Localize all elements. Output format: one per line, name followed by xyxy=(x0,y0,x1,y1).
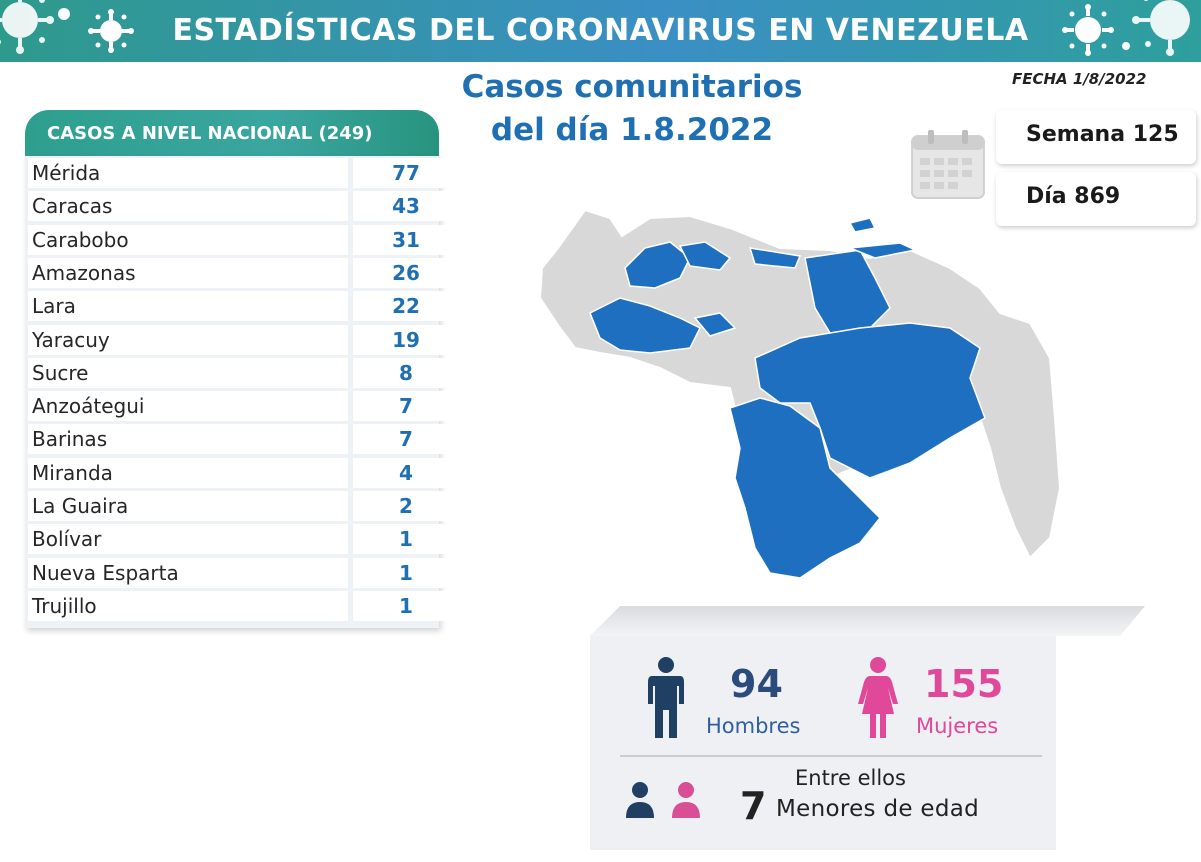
state-cases: 1 xyxy=(353,557,459,588)
men-label: Hombres xyxy=(706,714,801,738)
state-name: Amazonas xyxy=(28,257,348,288)
woman-icon xyxy=(858,657,898,738)
table-row: Nueva Esparta 1 xyxy=(25,556,459,588)
table-row: Mérida 77 xyxy=(25,156,459,188)
main-title-line1: Casos comunitarios xyxy=(461,69,803,105)
man-icon xyxy=(648,657,684,738)
state-name: Bolívar xyxy=(28,524,348,555)
map-state-sucre xyxy=(849,242,918,259)
state-cases: 2 xyxy=(353,491,459,521)
women-label: Mujeres xyxy=(916,714,999,738)
map-state-merida xyxy=(693,312,737,337)
virus-icon xyxy=(1062,4,1114,56)
women-count: 155 xyxy=(924,662,1004,706)
panel-divider xyxy=(620,755,1042,757)
state-cases: 7 xyxy=(353,424,459,455)
table-row: Sucre 8 xyxy=(25,356,459,388)
state-cases: 1 xyxy=(353,590,459,621)
table-row: La Guaira 2 xyxy=(25,489,459,521)
header-title: ESTADÍSTICAS DEL CORONAVIRUS EN VENEZUEL… xyxy=(172,13,1029,48)
minors-intro: Entre ellos xyxy=(795,766,906,790)
week-badge: Semana 125 xyxy=(996,110,1196,164)
main-title: Casos comunitarios del día 1.8.2022 xyxy=(452,66,812,152)
map-state-north-2 xyxy=(678,241,732,271)
virus-icon xyxy=(0,0,70,54)
panel-shadow xyxy=(590,606,1145,636)
state-name: Lara xyxy=(28,291,348,322)
table-row: Miranda 4 xyxy=(25,456,459,488)
table-row: Amazonas 26 xyxy=(25,256,459,288)
men-count: 94 xyxy=(730,662,783,706)
table-row: Lara 22 xyxy=(25,289,459,322)
state-name: Anzoátegui xyxy=(28,391,348,422)
state-name: Nueva Esparta xyxy=(28,557,348,588)
table-row: Trujillo 1 xyxy=(25,589,459,621)
venezuela-map xyxy=(538,208,1062,579)
table-row: Barinas 7 xyxy=(25,422,459,455)
state-cases: 1 xyxy=(353,524,459,555)
state-name: Barinas xyxy=(28,424,348,455)
state-name: Trujillo xyxy=(28,590,348,621)
day-badge: Día 869 xyxy=(996,172,1196,226)
virus-icon xyxy=(1122,0,1190,56)
calendar-icon xyxy=(911,130,985,199)
state-cases: 77 xyxy=(353,158,459,188)
table-row: Caracas 43 xyxy=(25,189,459,222)
date-label: FECHA 1/8/2022 xyxy=(1012,70,1147,88)
map-state-amazonas xyxy=(729,397,882,579)
main-title-line2: del día 1.8.2022 xyxy=(490,112,774,148)
day-label: Día 869 xyxy=(1026,184,1121,209)
map-state-north-1 xyxy=(624,241,691,289)
state-name: La Guaira xyxy=(28,491,348,521)
table-row: Carabobo 31 xyxy=(25,223,459,255)
state-name: Carabobo xyxy=(28,224,348,255)
state-name: Miranda xyxy=(28,457,348,488)
state-cases: 19 xyxy=(353,324,459,355)
virus-icon xyxy=(88,9,134,53)
table-header: CASOS A NIVEL NACIONAL (249) xyxy=(25,110,439,156)
state-name: Yaracuy xyxy=(28,324,348,355)
state-cases: 26 xyxy=(353,257,459,288)
map-state-west xyxy=(589,297,702,354)
table-row: Bolívar 1 xyxy=(25,522,459,555)
state-name: Caracas xyxy=(28,191,348,222)
header-banner: ESTADÍSTICAS DEL CORONAVIRUS EN VENEZUEL… xyxy=(0,0,1201,62)
minors-count: 7 xyxy=(740,784,767,828)
state-cases: 31 xyxy=(353,224,459,255)
state-cases: 43 xyxy=(353,191,459,222)
week-label: Semana 125 xyxy=(1026,122,1179,147)
child-icons xyxy=(626,782,700,818)
state-cases: 8 xyxy=(353,357,459,388)
cases-table: Mérida 77 Caracas 43 Carabobo 31 Amazonas 26 Lar… xyxy=(25,156,459,628)
state-cases: 4 xyxy=(353,457,459,488)
table-row: Yaracuy 19 xyxy=(25,323,459,355)
minors-label: Menores de edad xyxy=(776,796,980,822)
state-name: Mérida xyxy=(28,158,348,188)
map-state-bolivar xyxy=(754,322,986,479)
state-cases: 22 xyxy=(353,291,459,322)
state-name: Sucre xyxy=(28,357,348,388)
state-cases: 7 xyxy=(353,391,459,422)
table-row: Anzoátegui 7 xyxy=(25,389,459,422)
map-state-capital xyxy=(748,247,802,269)
map-state-nueva-esparta xyxy=(848,217,877,233)
